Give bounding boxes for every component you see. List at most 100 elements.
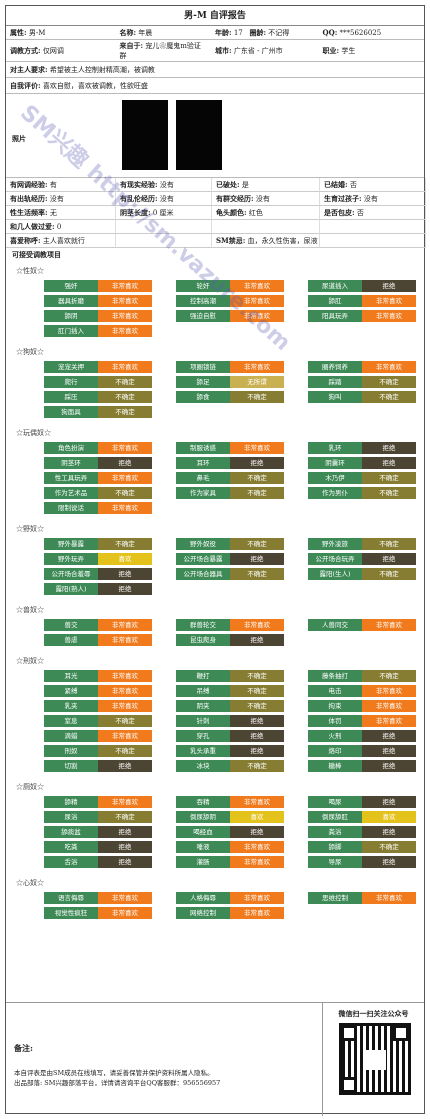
detail-label: 龟头颜色: — [216, 208, 247, 217]
item-rating: 舔精 非常喜欢 — [44, 796, 170, 808]
detail-value: 否 — [356, 209, 364, 217]
detail-value: 否 — [349, 181, 357, 189]
item-value: 非常喜欢 — [230, 907, 284, 919]
item-rating: 阴囊环 拒绝 — [308, 457, 430, 469]
item-value: 非常喜欢 — [98, 796, 152, 808]
notes-label: 备注: — [14, 1043, 33, 1053]
item-name: 公开场合羞辱 — [44, 568, 98, 580]
item-name: 耳环 — [176, 457, 230, 469]
item-rating: 狗叫 不确定 — [308, 391, 430, 403]
item-rating: 肛门插入 非常喜欢 — [44, 325, 170, 337]
category-title: ☆性奴☆ — [16, 267, 44, 275]
item-name: 作为男仆 — [308, 487, 362, 499]
detail-value: 有 — [49, 181, 57, 189]
item-rating: 火刑 拒绝 — [308, 730, 430, 742]
item-name: 野外玩弄 — [44, 553, 98, 565]
item-name: 鞭打 — [176, 670, 230, 682]
item-rating: 倒尿舔肛 喜欢 — [308, 811, 430, 823]
item-value: 非常喜欢 — [362, 310, 416, 322]
item-rating: 人兽同交 非常喜欢 — [308, 619, 430, 631]
self-eval-row: 自我评价: 喜欢自慰，喜欢被调教，性欲旺盛 — [6, 78, 424, 94]
item-rating: 尿浴 不确定 — [44, 811, 170, 823]
item-name: 网络控制 — [176, 907, 230, 919]
item-name: 电击 — [308, 685, 362, 697]
item-name: 爬行 — [44, 376, 98, 388]
category-title: ☆刑奴☆ — [16, 657, 44, 665]
item-value: 拒绝 — [230, 715, 284, 727]
item-name: 切割 — [44, 760, 98, 772]
item-rating: 鞭打 不确定 — [176, 670, 302, 682]
item-rating: 宠宠关押 非常喜欢 — [44, 361, 170, 373]
item-rating: 轮奸 非常喜欢 — [176, 280, 302, 292]
train-label: 调教方式: — [10, 45, 41, 55]
qr-corner-mark — [341, 1077, 357, 1093]
item-value: 非常喜欢 — [98, 295, 152, 307]
req-value: 希望被主人控制射精高潮，被调教 — [49, 65, 155, 74]
item-value: 喜欢 — [230, 811, 284, 823]
item-value: 非常喜欢 — [98, 325, 152, 337]
category-items: 宠宠关押 非常喜欢 项圈锁链 非常喜欢 圈养饲养 非常喜欢 爬行 不确定 舔足 无所谓 踩踏 不确定踩… — [6, 361, 424, 424]
detail-value: 没有 — [159, 181, 174, 189]
item-rating: 紧缚 非常喜欢 — [44, 685, 170, 697]
item-rating: 踩压 不确定 — [44, 391, 170, 403]
item-name: 器具折磨 — [44, 295, 98, 307]
item-value: 喜欢 — [98, 553, 152, 565]
item-value: 非常喜欢 — [230, 361, 284, 373]
detail-label: 有群交经历: — [216, 194, 254, 203]
photo-row: 照片 — [6, 94, 424, 178]
item-value: 非常喜欢 — [362, 715, 416, 727]
item-value: 拒绝 — [98, 568, 152, 580]
detail-cell: 已破处: 是 — [212, 178, 320, 192]
item-value: 不确定 — [230, 538, 284, 550]
basic-info-row: 属性: 男-M 名称: 年晨 年龄: 17 圈龄: 不记得 QQ: ***562… — [6, 26, 424, 40]
item-name: 踩压 — [44, 391, 98, 403]
item-name: 灌肠 — [176, 856, 230, 868]
item-value: 非常喜欢 — [362, 295, 416, 307]
item-value: 非常喜欢 — [98, 472, 152, 484]
item-name: 露阳(生人) — [308, 568, 362, 580]
item-name: 强奸 — [44, 280, 98, 292]
item-name: 吊缚 — [176, 685, 230, 697]
circle-value: 不记得 — [268, 28, 290, 37]
item-value: 喜欢 — [362, 811, 416, 823]
category-items: 野外暴露 不确定 野外奴役 不确定 野外凌旅 不确定 野外玩弄 喜欢 公开场合暴露 拒绝 公开场合玩… — [6, 538, 424, 601]
detail-label: 有出轨经历: — [10, 194, 48, 203]
items-title: 可接受调教项目 — [12, 250, 61, 259]
item-name: 阳具玩弄 — [308, 310, 362, 322]
detail-value: 主人喜欢就行 — [42, 237, 85, 245]
item-value: 拒绝 — [230, 745, 284, 757]
item-value: 非常喜欢 — [230, 892, 284, 904]
notes: 备注: 本自评表是由SM成员在线填写，请妥善保管并保护资料所属人隐私。 出品部落… — [14, 1043, 324, 1088]
item-value: 拒绝 — [230, 553, 284, 565]
item-rating: 冰块 不确定 — [176, 760, 302, 772]
item-rating: 舌浴 拒绝 — [44, 856, 170, 868]
detail-value: 血，永久性伤害，尿液 — [247, 237, 318, 245]
item-name: 露阳(熟人) — [44, 583, 98, 595]
item-rating: 露阳(熟人) 拒绝 — [44, 583, 170, 595]
item-name: 野外凌旅 — [308, 538, 362, 550]
detail-cell — [212, 220, 320, 234]
item-rating: 乳夹 非常喜欢 — [44, 700, 170, 712]
item-value: 非常喜欢 — [230, 796, 284, 808]
item-value: 非常喜欢 — [362, 361, 416, 373]
item-name: 拘束 — [308, 700, 362, 712]
job-value: 学生 — [341, 46, 356, 55]
detail-label: 性生活频率: — [10, 208, 48, 217]
item-name: 舔阴 — [44, 310, 98, 322]
item-rating: 野外暴露 不确定 — [44, 538, 170, 550]
notes-line-2: 出品部落: SM兴趣部落平台，详情请咨询平台QQ客服群：956556957 — [14, 1079, 221, 1087]
item-value: 非常喜欢 — [98, 892, 152, 904]
photo-1[interactable] — [122, 100, 168, 170]
item-rating: 舔食 不确定 — [176, 391, 302, 403]
item-name: 刑奴 — [44, 745, 98, 757]
detail-value: 红色 — [248, 209, 263, 217]
item-name: 体罚 — [308, 715, 362, 727]
item-value: 拒绝 — [230, 730, 284, 742]
item-rating: 滴蜡 非常喜欢 — [44, 730, 170, 742]
photo-2[interactable] — [176, 100, 222, 170]
item-name: 制服诱惑 — [176, 442, 230, 454]
qr-code[interactable] — [339, 1023, 411, 1095]
item-name: 昆虫爬身 — [176, 634, 230, 646]
item-value: 拒绝 — [362, 826, 416, 838]
item-rating: 性工具玩弄 非常喜欢 — [44, 472, 170, 484]
